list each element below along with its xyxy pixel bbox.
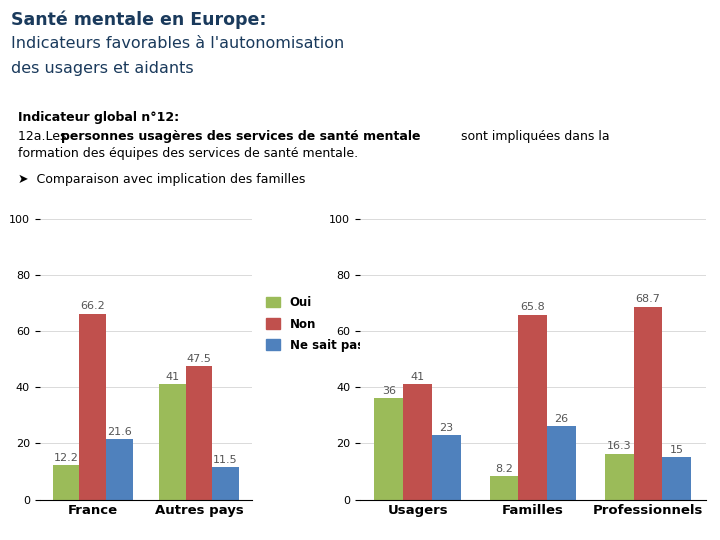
Text: 47.5: 47.5 bbox=[186, 354, 212, 364]
Bar bbox=[159, 384, 186, 500]
Bar bbox=[518, 315, 547, 500]
Text: 41: 41 bbox=[410, 372, 425, 382]
Text: 16.3: 16.3 bbox=[607, 442, 631, 451]
Text: 11.5: 11.5 bbox=[213, 455, 238, 465]
Text: 66.2: 66.2 bbox=[81, 301, 105, 312]
Bar bbox=[547, 427, 576, 500]
Text: 41: 41 bbox=[166, 372, 179, 382]
Bar bbox=[186, 366, 212, 500]
Text: 8.2: 8.2 bbox=[495, 464, 513, 474]
Bar bbox=[662, 457, 691, 500]
Bar bbox=[374, 399, 403, 500]
Text: sont impliquées dans la: sont impliquées dans la bbox=[457, 130, 610, 143]
Text: des usagers et aidants: des usagers et aidants bbox=[11, 61, 193, 76]
Text: 23: 23 bbox=[439, 423, 454, 433]
Text: Santé mentale en Europe:: Santé mentale en Europe: bbox=[11, 10, 266, 29]
Text: 26: 26 bbox=[554, 414, 569, 424]
Bar bbox=[634, 307, 662, 500]
Bar bbox=[403, 384, 432, 500]
Bar bbox=[490, 476, 518, 500]
Text: 68.7: 68.7 bbox=[636, 294, 660, 305]
Bar bbox=[79, 314, 106, 500]
Text: 36: 36 bbox=[382, 386, 396, 396]
Text: 12.2: 12.2 bbox=[54, 453, 78, 463]
Bar bbox=[106, 439, 132, 500]
Text: 21.6: 21.6 bbox=[107, 427, 132, 437]
Text: 15: 15 bbox=[670, 445, 684, 455]
Text: formation des équipes des services de santé mentale.: formation des équipes des services de sa… bbox=[18, 147, 358, 160]
Text: Indicateur global n°12:: Indicateur global n°12: bbox=[18, 111, 179, 124]
Text: 65.8: 65.8 bbox=[521, 302, 545, 313]
Text: 12a.Les: 12a.Les bbox=[18, 130, 71, 143]
Bar bbox=[432, 435, 461, 500]
Bar bbox=[212, 467, 239, 500]
Text: Indicateurs favorables à l'autonomisation: Indicateurs favorables à l'autonomisatio… bbox=[11, 36, 343, 51]
Text: personnes usagères des services de santé mentale: personnes usagères des services de santé… bbox=[61, 130, 420, 143]
Text: ➤  Comparaison avec implication des familles: ➤ Comparaison avec implication des famil… bbox=[18, 173, 305, 186]
Bar bbox=[605, 454, 634, 500]
Legend: Oui, Non, Ne sait pas: Oui, Non, Ne sait pas bbox=[261, 292, 369, 356]
Bar bbox=[53, 465, 79, 500]
